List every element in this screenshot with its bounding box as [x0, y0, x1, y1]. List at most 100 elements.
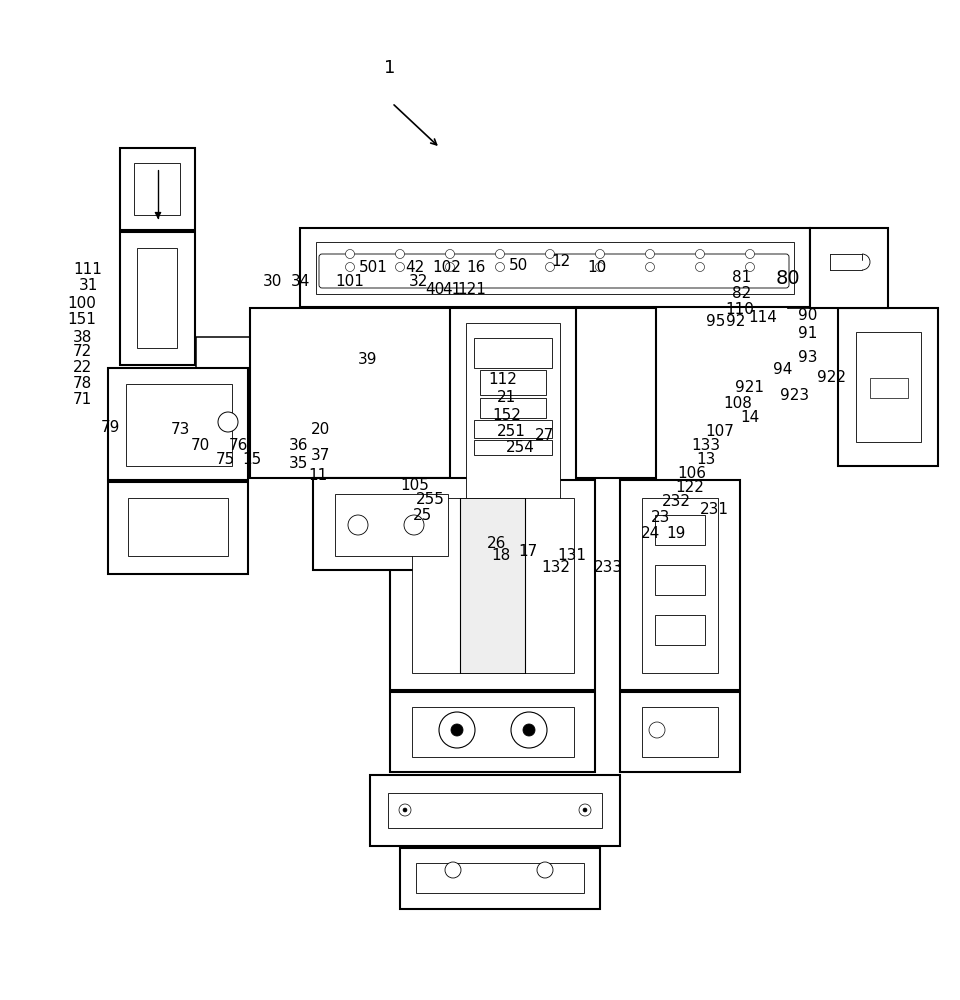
Bar [838, 444, 938, 466]
Bar [810, 228, 888, 240]
Text: 100: 100 [67, 296, 96, 310]
Bar [575, 480, 595, 690]
Bar [480, 398, 546, 418]
Text: 112: 112 [489, 372, 517, 387]
Bar [250, 308, 656, 322]
Bar [796, 228, 810, 307]
Bar [108, 368, 248, 382]
Bar [250, 308, 656, 478]
Bar [313, 556, 470, 570]
Text: 70: 70 [190, 438, 209, 452]
Bar [390, 692, 410, 772]
Text: 21: 21 [497, 390, 516, 406]
Bar [120, 232, 135, 365]
Bar [316, 242, 794, 294]
Text: 32: 32 [408, 273, 428, 288]
Circle shape [649, 722, 665, 738]
Text: 16: 16 [467, 260, 486, 275]
Bar [108, 368, 248, 480]
Text: 102: 102 [433, 260, 462, 275]
Text: 39: 39 [358, 353, 377, 367]
Circle shape [746, 249, 755, 258]
Text: 132: 132 [541, 560, 570, 574]
Text: 1: 1 [384, 59, 396, 77]
Bar [128, 498, 228, 556]
Bar [137, 248, 177, 348]
Bar [196, 362, 251, 374]
Bar [655, 515, 705, 545]
Text: 110: 110 [726, 302, 755, 318]
Bar [810, 296, 888, 308]
Bar [108, 560, 248, 574]
Circle shape [396, 249, 404, 258]
Text: 76: 76 [228, 438, 248, 452]
Bar [300, 228, 810, 240]
Bar [180, 232, 195, 365]
Bar [108, 482, 248, 574]
Circle shape [439, 712, 475, 748]
Text: 36: 36 [289, 438, 309, 454]
Bar [450, 308, 576, 553]
Text: 12: 12 [551, 254, 570, 269]
Circle shape [451, 724, 463, 736]
Bar [120, 148, 195, 170]
Bar [108, 482, 248, 496]
Bar [120, 232, 195, 365]
Bar [300, 228, 810, 307]
Bar [838, 308, 938, 466]
Text: 152: 152 [492, 408, 521, 422]
Text: 251: 251 [496, 424, 525, 440]
Circle shape [348, 515, 368, 535]
Bar [250, 308, 266, 478]
Text: 121: 121 [458, 282, 487, 298]
Circle shape [537, 862, 553, 878]
Bar [313, 478, 470, 570]
Text: 11: 11 [308, 468, 327, 483]
Bar [400, 848, 414, 909]
Text: 101: 101 [336, 274, 365, 290]
Bar [620, 692, 740, 706]
Bar [922, 308, 938, 466]
Text: 40: 40 [425, 282, 444, 298]
Text: 94: 94 [774, 362, 793, 377]
Circle shape [495, 249, 505, 258]
Bar [196, 337, 251, 349]
Text: 41: 41 [443, 282, 462, 298]
Text: 10: 10 [588, 259, 607, 274]
Bar [810, 228, 830, 308]
Text: 37: 37 [310, 448, 329, 462]
Bar [400, 895, 600, 909]
Bar [370, 775, 620, 846]
Text: 31: 31 [79, 278, 98, 294]
Bar [474, 338, 552, 368]
Bar [450, 478, 470, 570]
Circle shape [545, 249, 555, 258]
Text: 233: 233 [593, 560, 623, 574]
Text: 73: 73 [170, 422, 190, 438]
Bar [390, 480, 595, 496]
Bar [183, 148, 195, 230]
Text: 131: 131 [558, 548, 587, 562]
Text: 922: 922 [818, 370, 847, 385]
Text: 122: 122 [676, 480, 705, 494]
Bar [474, 420, 552, 438]
Circle shape [523, 724, 535, 736]
Circle shape [403, 808, 407, 812]
Bar [108, 482, 128, 574]
Bar [870, 378, 908, 398]
Text: 13: 13 [696, 452, 716, 468]
Bar [250, 464, 656, 478]
Circle shape [645, 249, 655, 258]
Bar [120, 148, 132, 230]
Bar [620, 674, 740, 690]
Bar [412, 707, 574, 757]
Circle shape [218, 412, 238, 432]
Text: 108: 108 [724, 396, 753, 412]
Circle shape [579, 804, 591, 816]
Bar [640, 308, 656, 478]
Circle shape [396, 262, 404, 271]
Text: 111: 111 [74, 262, 103, 277]
Bar [120, 218, 195, 230]
Text: 81: 81 [732, 270, 752, 286]
Text: 106: 106 [678, 466, 707, 481]
